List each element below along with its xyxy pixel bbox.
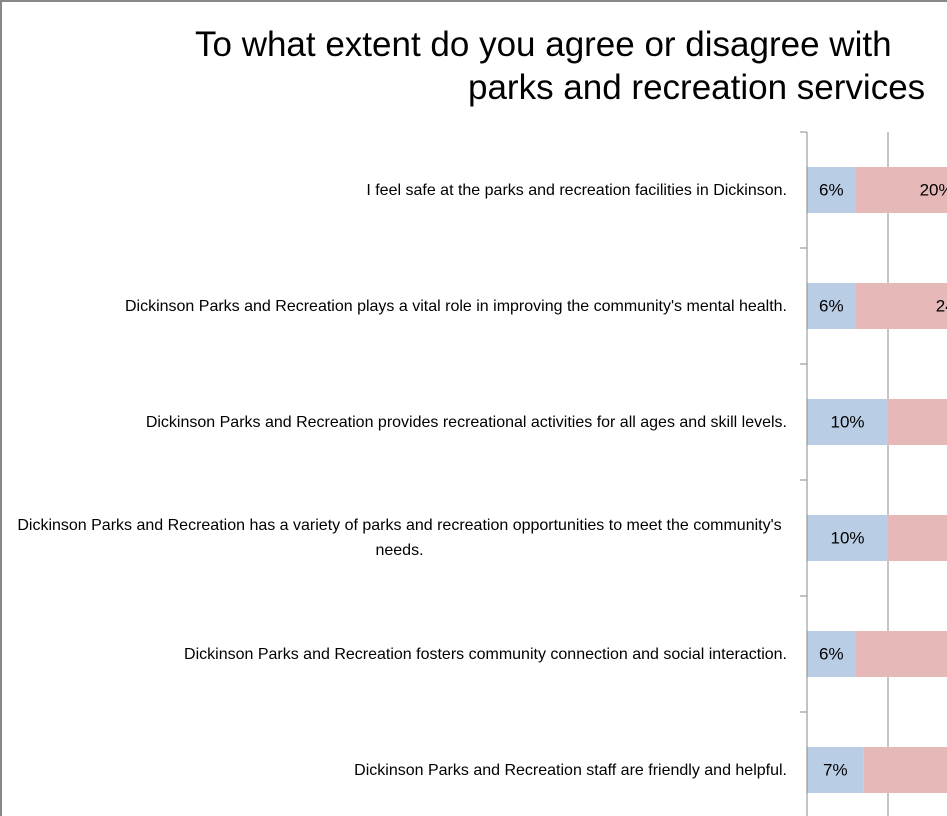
category-label: Dickinson Parks and Recreation plays a v… [124, 297, 787, 315]
bar-segment [888, 515, 947, 561]
bar-segment [888, 399, 947, 445]
category-label: Dickinson Parks and Recreation fosters c… [184, 645, 787, 663]
bar-segment [855, 167, 947, 213]
chart-title: To what extent do you agree or disagree … [195, 25, 892, 64]
data-label: 24% [936, 296, 947, 315]
data-label: 10% [830, 412, 864, 431]
category-label-box: Dickinson Parks and Recreation staff are… [12, 712, 787, 816]
bar-segment [855, 631, 947, 677]
category-label-box: Dickinson Parks and Recreation fosters c… [12, 596, 787, 712]
category-label-box: Dickinson Parks and Recreation provides … [12, 364, 787, 480]
category-label-box: I feel safe at the parks and recreation … [12, 132, 787, 248]
data-label: 20% [920, 180, 947, 199]
category-label: I feel safe at the parks and recreation … [366, 181, 787, 199]
category-label: Dickinson Parks and Recreation provides … [145, 413, 787, 431]
bar-segment [807, 631, 856, 677]
data-label: 6% [819, 644, 844, 663]
bar-segment [855, 283, 947, 329]
bar-segment [807, 515, 888, 561]
bar-segment [807, 167, 856, 213]
chart-title: parks and recreation services [468, 68, 925, 107]
category-label: Dickinson Parks and Recreation has a var… [17, 517, 782, 559]
category-label-box: Dickinson Parks and Recreation plays a v… [12, 248, 787, 364]
category-label-box: Dickinson Parks and Recreation has a var… [12, 480, 787, 596]
data-label: 7% [823, 760, 848, 779]
data-label: 6% [819, 296, 844, 315]
data-label: 10% [830, 528, 864, 547]
bar-segment [807, 283, 856, 329]
data-label: 6% [819, 180, 844, 199]
bar-segment [863, 747, 947, 793]
category-label: Dickinson Parks and Recreation staff are… [354, 761, 787, 779]
bar-segment [807, 747, 864, 793]
bar-segment [807, 399, 888, 445]
